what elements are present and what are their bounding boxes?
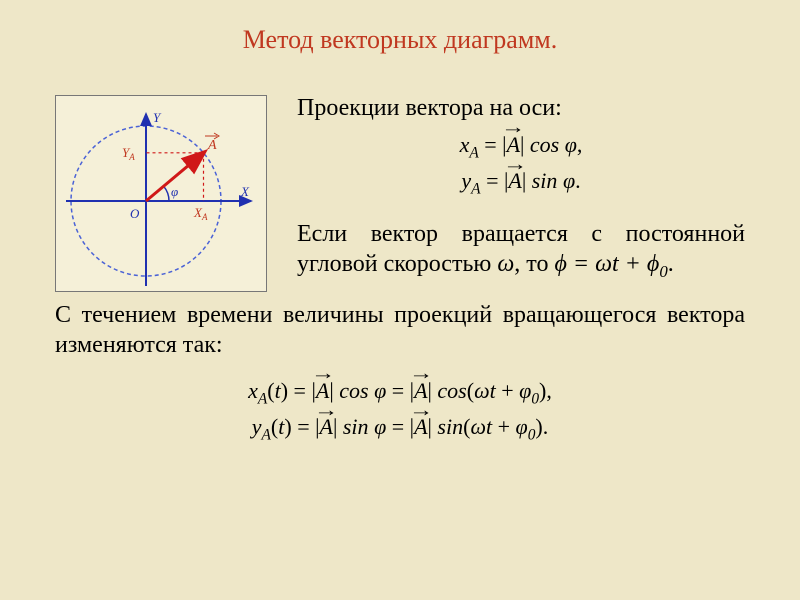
label-xa: XA <box>193 205 208 222</box>
eq-xa-t: xA(t) = A cos φ = A cos(ωt + φ0), <box>55 378 745 408</box>
vector-diagram: Y X O A φ YA XA <box>55 95 267 292</box>
angle-arc <box>164 186 169 201</box>
eq-ya-lhs: yA <box>461 168 480 193</box>
label-o: O <box>130 206 140 221</box>
label-y: Y <box>153 110 162 125</box>
label-phi: φ <box>171 184 178 199</box>
label-x: X <box>240 184 250 199</box>
eq-ya: yA = A sin φ. <box>297 168 745 198</box>
label-ya: YA <box>122 145 135 162</box>
vector-diagram-svg: Y X O A φ YA XA <box>56 96 266 291</box>
eq-xa-lhs: xA <box>460 132 479 157</box>
abs-a-2: A <box>504 168 526 193</box>
page-title: Метод векторных диаграмм. <box>55 25 745 55</box>
right-column: Проекции вектора на оси: xA = A cos φ, y… <box>297 95 745 283</box>
timevar-paragraph: С течением времени величины проекций вра… <box>55 300 745 360</box>
label-a: A <box>207 138 217 153</box>
eq-ya-t: yA(t) = A sin φ = A sin(ωt + φ0). <box>55 414 745 444</box>
rotation-paragraph: Если вектор вращается с постоянной углов… <box>297 219 745 283</box>
row-diagram-and-text: Y X O A φ YA XA Проекции вектора на оси:… <box>55 95 745 292</box>
